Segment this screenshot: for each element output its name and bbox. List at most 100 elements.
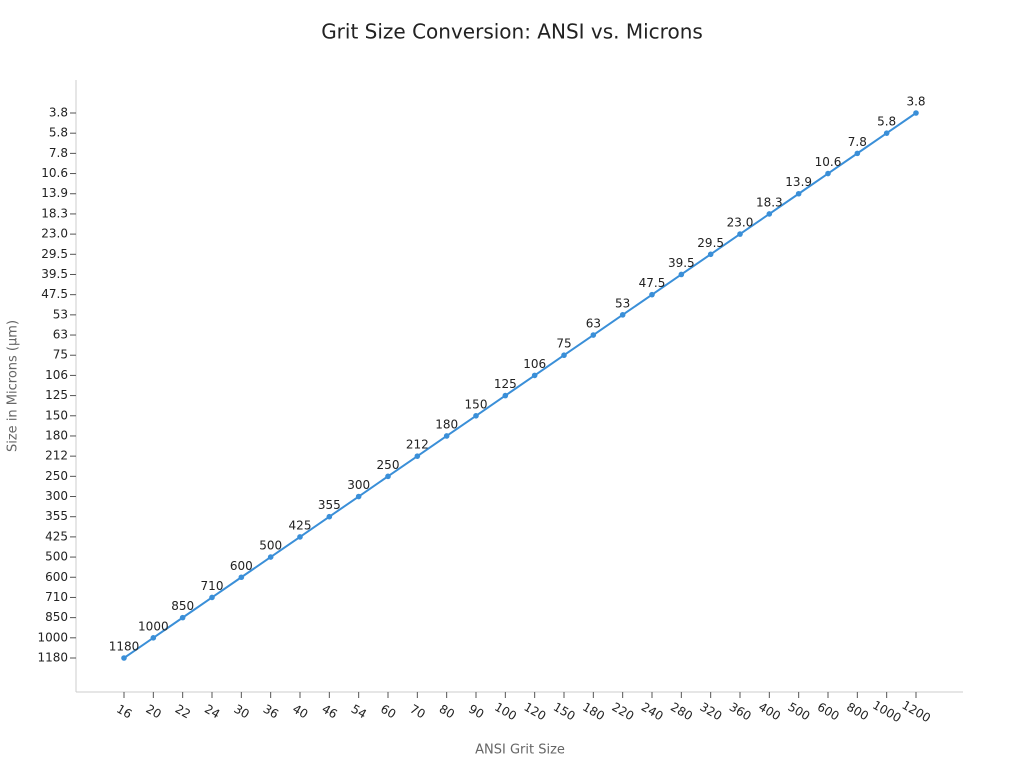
y-tick-label: 710 <box>45 590 68 604</box>
y-tick-label: 18.3 <box>41 206 68 220</box>
x-tick-label: 100 <box>492 700 519 724</box>
data-point <box>649 291 655 298</box>
x-tick-label: 400 <box>756 700 783 724</box>
x-tick-label: 90 <box>466 702 486 722</box>
x-tick-label: 1200 <box>900 698 933 725</box>
x-tick-label: 240 <box>639 700 666 724</box>
x-tick-label: 180 <box>580 700 607 724</box>
data-label: 600 <box>230 559 253 573</box>
x-axis-label: ANSI Grit Size <box>475 743 565 758</box>
y-tick-label: 13.9 <box>41 186 68 200</box>
y-tick-label: 125 <box>45 388 68 402</box>
data-label: 212 <box>406 438 429 452</box>
data-point <box>443 433 450 439</box>
data-point <box>707 251 714 258</box>
data-point <box>502 392 509 399</box>
data-label: 13.9 <box>785 175 812 189</box>
data-point <box>355 493 362 500</box>
y-tick-label: 7.8 <box>49 146 68 160</box>
data-point <box>737 231 743 237</box>
y-tick-label: 39.5 <box>41 267 68 281</box>
y-tick-label: 1000 <box>37 630 68 644</box>
x-tick-label: 360 <box>727 700 754 724</box>
data-point <box>854 150 861 157</box>
x-tick-label: 150 <box>551 700 578 724</box>
data-label: 7.8 <box>848 135 867 149</box>
data-point <box>825 170 831 177</box>
data-point <box>297 534 303 540</box>
data-label: 1000 <box>138 619 169 633</box>
data-label: 5.8 <box>877 115 896 129</box>
data-label: 18.3 <box>756 195 783 209</box>
data-label: 3.8 <box>906 95 925 109</box>
x-tick-label: 1000 <box>870 698 903 725</box>
data-label: 180 <box>435 417 458 431</box>
data-point <box>795 190 802 197</box>
x-tick-label: 280 <box>668 700 695 724</box>
x-tick-label: 46 <box>319 702 339 722</box>
y-tick-label: 212 <box>45 449 68 463</box>
x-tick-label: 16 <box>114 702 134 722</box>
y-tick-label: 500 <box>45 550 68 564</box>
data-point <box>414 453 421 459</box>
data-label: 39.5 <box>668 256 695 270</box>
data-point <box>179 614 186 621</box>
x-tick-label: 60 <box>378 702 398 722</box>
x-tick-label: 80 <box>437 702 457 722</box>
y-tick-label: 850 <box>45 610 68 624</box>
data-label: 106 <box>523 357 546 371</box>
data-point <box>209 594 215 601</box>
y-tick-label: 250 <box>45 469 68 483</box>
data-point <box>267 554 274 560</box>
data-label: 150 <box>465 397 488 411</box>
y-axis-label: Size in Microns (μm) <box>6 320 21 452</box>
x-tick-label: 40 <box>290 702 310 722</box>
x-tick-label: 500 <box>785 700 812 724</box>
y-tick-label: 53 <box>53 307 68 321</box>
data-point <box>531 372 538 379</box>
data-label: 75 <box>556 337 571 351</box>
data-label: 29.5 <box>697 236 724 250</box>
x-tick-label: 120 <box>521 700 548 724</box>
data-label: 53 <box>615 296 630 310</box>
x-tick-label: 20 <box>143 702 163 722</box>
data-label: 23.0 <box>727 216 754 230</box>
y-tick-label: 600 <box>45 570 68 584</box>
y-tick-label: 355 <box>45 509 68 523</box>
data-label: 125 <box>494 377 517 391</box>
data-point <box>913 110 919 116</box>
x-tick-label: 36 <box>261 702 281 722</box>
data-label: 10.6 <box>815 155 842 169</box>
data-label: 300 <box>347 478 370 492</box>
y-tick-label: 75 <box>53 348 68 362</box>
x-tick-label: 320 <box>697 700 724 724</box>
y-tick-label: 180 <box>45 428 68 442</box>
y-tick-label: 29.5 <box>41 247 68 261</box>
x-tick-label: 800 <box>844 700 871 724</box>
chart-title: Grit Size Conversion: ANSI vs. Microns <box>321 20 703 44</box>
x-tick-label: 22 <box>173 702 193 722</box>
y-tick-label: 150 <box>45 408 68 422</box>
x-tick-label: 54 <box>349 702 369 722</box>
data-point <box>385 473 391 480</box>
data-point <box>883 130 890 136</box>
data-label: 47.5 <box>639 276 666 290</box>
data-point <box>121 655 127 661</box>
data-label: 425 <box>289 518 312 532</box>
data-point <box>150 635 157 641</box>
x-tick-label: 220 <box>609 700 636 724</box>
y-tick-label: 47.5 <box>41 287 68 301</box>
data-label: 355 <box>318 498 341 512</box>
x-tick-label: 24 <box>202 702 222 722</box>
data-label: 850 <box>171 599 194 613</box>
data-label: 1180 <box>109 640 140 654</box>
data-label: 250 <box>377 458 400 472</box>
data-label: 63 <box>586 317 601 331</box>
data-point <box>561 352 567 359</box>
y-tick-label: 106 <box>45 368 68 382</box>
data-line <box>123 112 917 659</box>
data-point <box>326 513 333 520</box>
data-point <box>619 312 626 318</box>
